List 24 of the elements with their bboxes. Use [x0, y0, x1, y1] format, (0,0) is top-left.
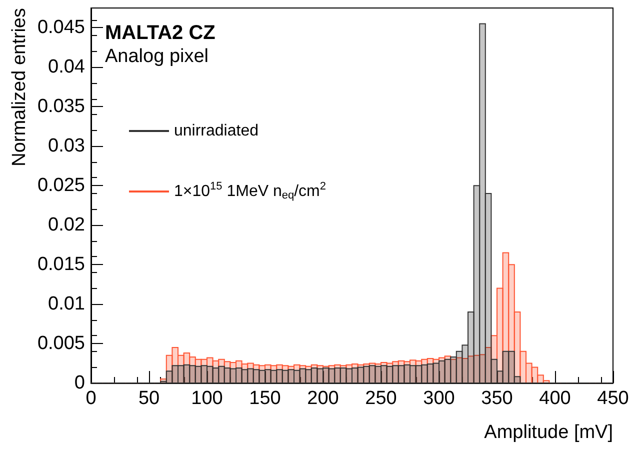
y-tick-label: 0 [74, 372, 85, 394]
y-tick-label: 0.005 [37, 333, 85, 354]
x-tick-label: 300 [423, 388, 455, 409]
x-tick-label: 250 [365, 388, 397, 409]
y-tick-label: 0.025 [37, 175, 85, 196]
y-tick-label: 0.035 [37, 96, 85, 118]
y-tick-label: 0.04 [48, 56, 86, 78]
y-tick-label: 0.01 [48, 294, 85, 315]
x-axis-title: Amplitude [mV] [484, 422, 613, 443]
y-tick-label: 0.02 [48, 214, 85, 236]
x-tick-label: 200 [307, 388, 339, 409]
y-tick-label: 0.03 [48, 136, 85, 157]
y-tick-label: 0.045 [37, 17, 85, 38]
x-tick-label: 400 [539, 388, 571, 409]
y-axis-title: Normalized entries [9, 8, 30, 166]
y-tick-label: 0.015 [37, 254, 85, 276]
text: MALTA2 CZ [105, 22, 216, 44]
x-tick-label: 150 [249, 388, 281, 409]
x-tick-label: 100 [191, 388, 223, 409]
x-tick-label: 350 [481, 388, 513, 409]
x-tick-label: 450 [597, 388, 629, 409]
legend-label: unirradiated [174, 122, 258, 140]
x-tick-label: 50 [138, 388, 160, 409]
text: Analog pixel [105, 46, 209, 67]
